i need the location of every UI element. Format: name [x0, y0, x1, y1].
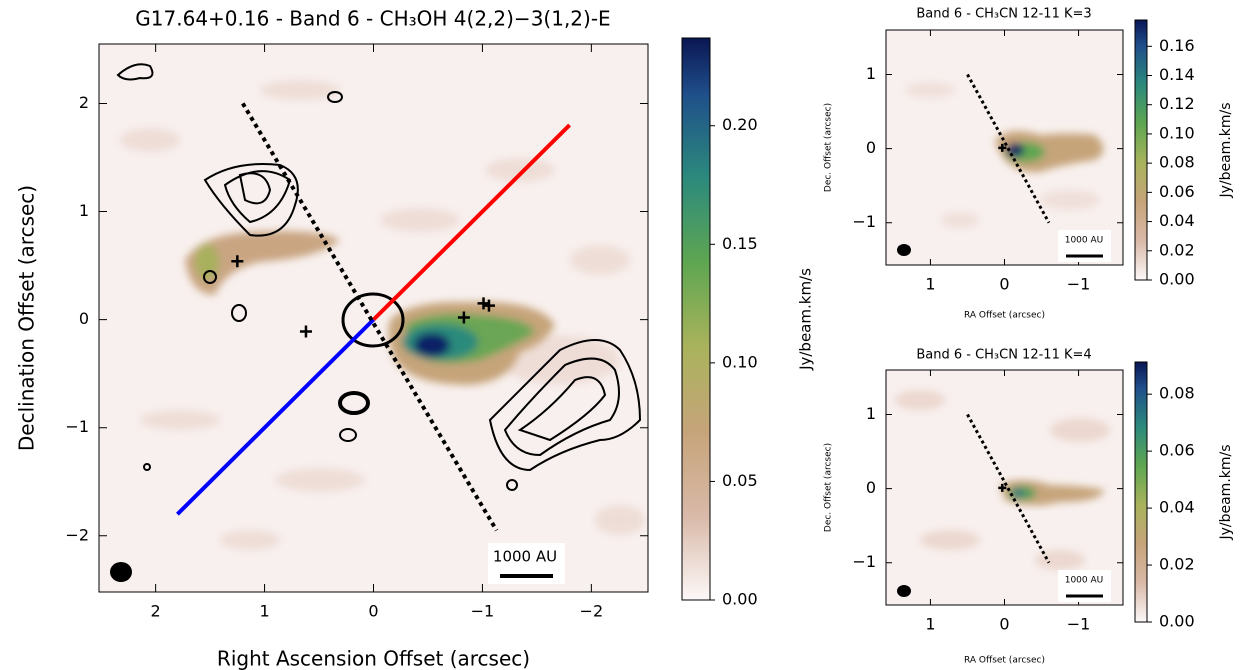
source-marker — [231, 255, 244, 268]
y-tick-label: 2 — [79, 93, 89, 112]
x-axis-label: RA Offset (arcsec) — [964, 656, 1045, 666]
x-tick-label: 1 — [925, 615, 935, 634]
colorbar-tick-label: 0.15 — [722, 234, 758, 253]
y-axis-label: Dec. Offset (arcsec) — [824, 443, 834, 532]
x-tick-label: −1 — [471, 602, 495, 621]
outflow-line — [241, 102, 499, 532]
colorbar-tick-label: 0.00 — [1159, 270, 1195, 289]
x-tick-label: 1 — [925, 275, 935, 294]
chart-title: Band 6 - CH₃CN 12-11 K=3 — [916, 7, 1091, 22]
outflow-line — [372, 123, 571, 322]
chart-title: Band 6 - CH₃CN 12-11 K=4 — [916, 348, 1091, 363]
x-tick-label: −1 — [1067, 615, 1091, 634]
x-tick-label: −2 — [580, 602, 604, 621]
colorbar-tick-label: 0.14 — [1159, 65, 1195, 84]
colorbar-tick-label: 0.06 — [1159, 182, 1195, 201]
colorbar-label: Jy/beam.km/s — [1218, 102, 1234, 198]
colorbar — [681, 37, 711, 601]
colorbar-tick-label: 0.04 — [1159, 498, 1195, 517]
y-tick-label: 0 — [79, 309, 89, 328]
scalebar-label: 1000 AU — [1065, 576, 1104, 586]
colorbar-tick-label: 0.08 — [1159, 384, 1195, 403]
colorbar-tick-label: 0.05 — [722, 471, 758, 490]
colorbar-tick-label: 0.08 — [1159, 153, 1195, 172]
scalebar-label: 1000 AU — [1065, 236, 1104, 246]
x-tick-label: 0 — [368, 602, 378, 621]
colorbar-label: Jy/beam.km/s — [797, 268, 815, 371]
colorbar-tick-label: 0.00 — [1159, 612, 1195, 631]
colorbar-tick-label: 0.20 — [722, 115, 758, 134]
source-marker — [998, 483, 1007, 492]
colorbar-tick-label: 0.16 — [1159, 36, 1195, 55]
colorbar-label: Jy/beam.km/s — [1218, 444, 1234, 540]
colorbar-tick-label: 0.00 — [722, 590, 758, 609]
outflow-line — [176, 318, 375, 516]
x-tick-label: 2 — [151, 602, 161, 621]
source-marker — [477, 297, 490, 310]
x-tick-label: −1 — [1067, 275, 1091, 294]
source-marker — [482, 299, 495, 312]
outflow-line — [966, 73, 1051, 224]
source-marker — [299, 325, 312, 338]
source-marker — [457, 311, 470, 324]
x-tick-label: 0 — [999, 275, 1009, 294]
colorbar-tick-label: 0.02 — [1159, 240, 1195, 259]
y-tick-label: 1 — [866, 64, 876, 83]
y-tick-label: 0 — [866, 478, 876, 497]
y-tick-label: −2 — [65, 525, 89, 544]
y-tick-label: 1 — [79, 201, 89, 220]
y-tick-label: −1 — [65, 417, 89, 436]
colorbar-tick-label: 0.10 — [722, 352, 758, 371]
x-axis-label: RA Offset (arcsec) — [964, 311, 1045, 321]
y-tick-label: −1 — [852, 552, 876, 571]
colorbar-tick-label: 0.10 — [1159, 123, 1195, 142]
y-axis-label: Declination Offset (arcsec) — [15, 185, 39, 451]
colorbar — [1134, 19, 1148, 281]
source-marker — [998, 143, 1007, 152]
colorbar-tick-label: 0.02 — [1159, 555, 1195, 574]
y-tick-label: 1 — [866, 404, 876, 423]
colorbar-tick-label: 0.04 — [1159, 211, 1195, 230]
y-tick-label: 0 — [866, 138, 876, 157]
plots: 2 1 0 −1 −2 −2 −1 0 1 2 G17.64+0.16 - Band 6 - CH₃… — [15, 7, 1235, 670]
scalebar-label: 1000 AU — [493, 548, 557, 566]
y-axis-label: Dec. Offset (arcsec) — [824, 103, 834, 192]
chart-title: G17.64+0.16 - Band 6 - CH₃OH 4(2,2)−3(1,… — [135, 7, 610, 31]
colorbar — [1134, 361, 1148, 623]
colorbar-tick-label: 0.06 — [1159, 441, 1195, 460]
x-tick-label: 0 — [999, 615, 1009, 634]
y-tick-label: −1 — [852, 212, 876, 231]
x-tick-label: 1 — [259, 602, 269, 621]
x-axis-label: Right Ascension Offset (arcsec) — [217, 647, 530, 670]
colorbar-tick-label: 0.12 — [1159, 94, 1195, 113]
outflow-line — [966, 413, 1051, 564]
